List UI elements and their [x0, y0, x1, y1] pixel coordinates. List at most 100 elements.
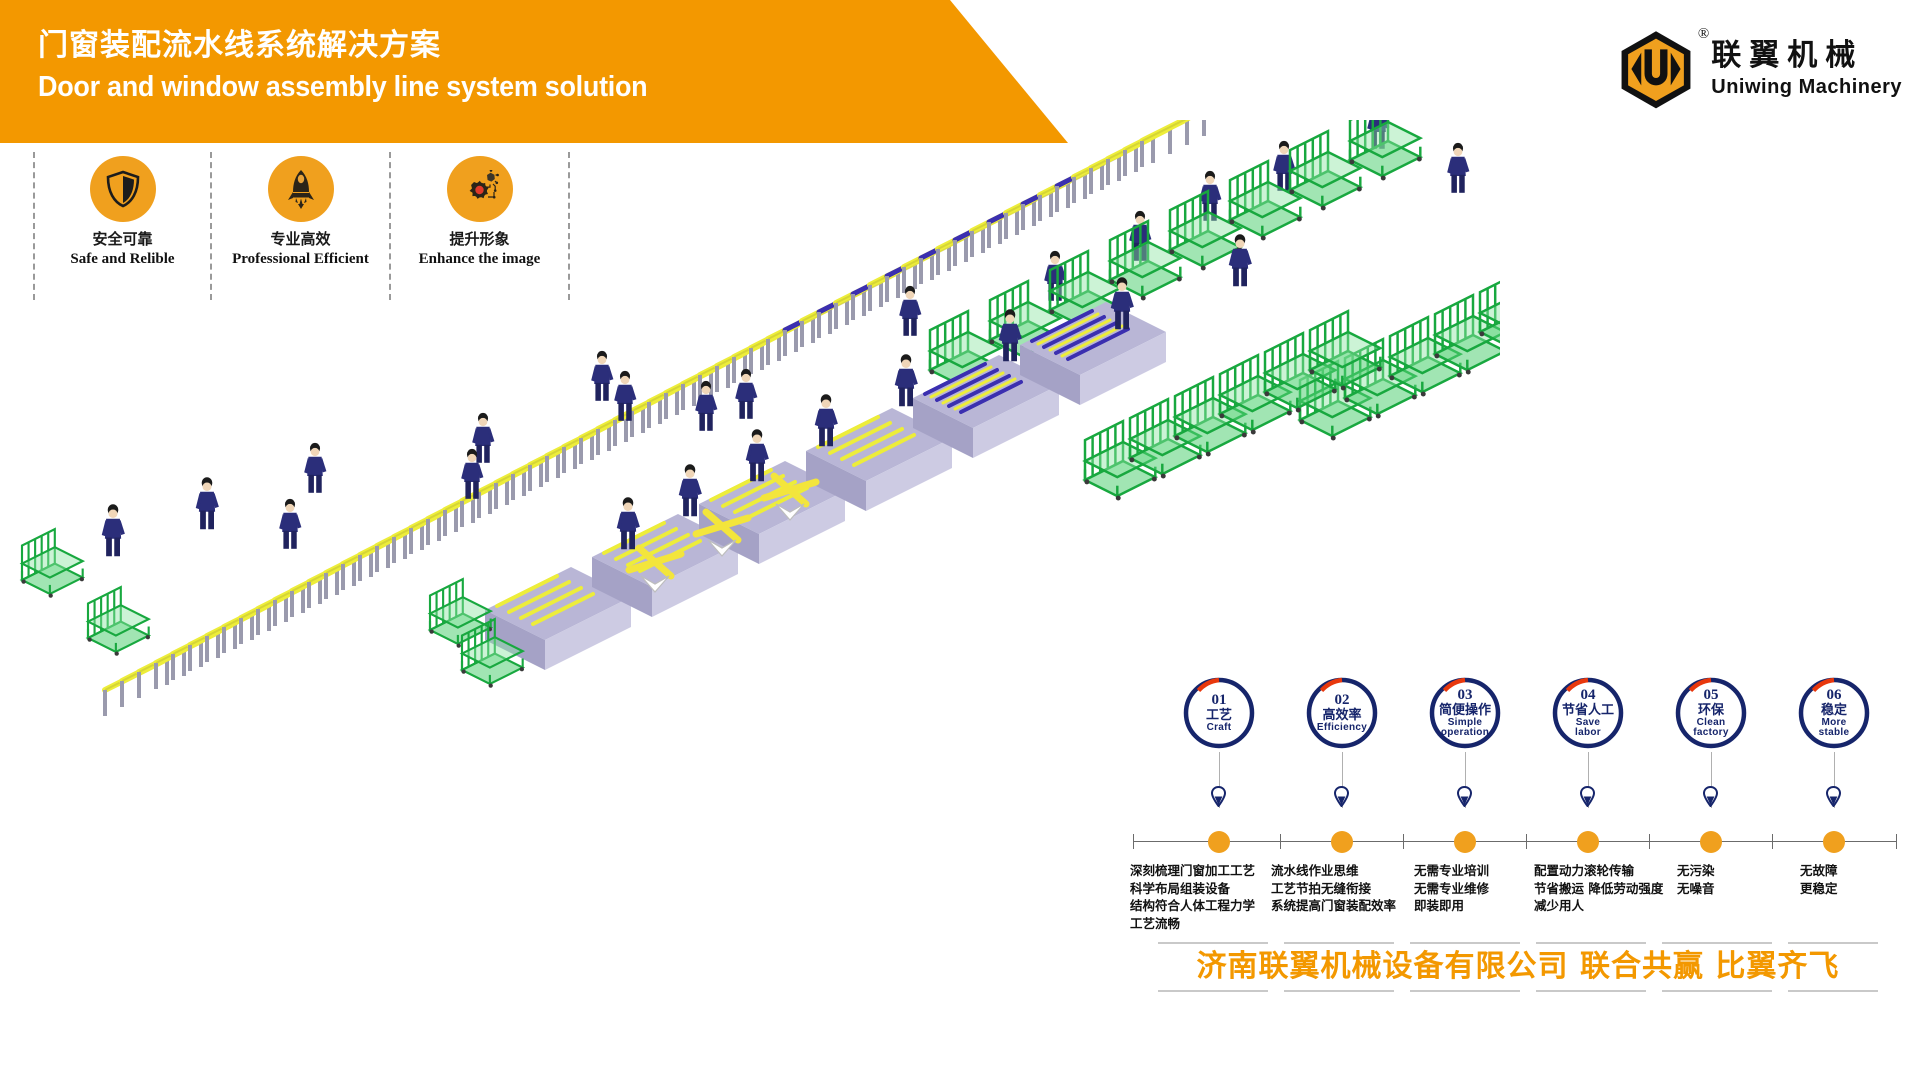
- axis-marker-dot: [1700, 831, 1722, 853]
- step-title-cn: 高效率: [1322, 707, 1362, 723]
- desc-line: 系统提高门窗装配效率: [1271, 898, 1397, 913]
- step-title-en: Craft: [1206, 721, 1232, 733]
- axis-tick: [1280, 834, 1281, 849]
- location-pin-icon: [1211, 786, 1226, 807]
- step-title-en: Clean: [1696, 716, 1726, 728]
- footer-divider-bottom: [1158, 990, 1878, 992]
- desc-line: 无需专业培训: [1414, 863, 1490, 878]
- timeline-axis: [1133, 841, 1897, 842]
- step-ring-icon: [1306, 677, 1378, 749]
- green-transport-carts-middle: [1083, 271, 1554, 502]
- step-description-04: 配置动力滚轮传输 节省搬运 降低劳动强度 减少用人: [1534, 862, 1663, 915]
- assembly-line-illustration: [0, 98, 1554, 840]
- location-pin-icon: [1457, 786, 1472, 807]
- header-title-group: 门窗装配流水线系统解决方案 Door and window assembly l…: [38, 26, 693, 108]
- desc-line: 深刻梳理门窗加工工艺: [1130, 863, 1256, 878]
- desc-line: 更稳定: [1800, 880, 1838, 896]
- desc-line: 无需专业维修: [1414, 880, 1490, 896]
- feature-item-efficient: 专业高效 Professional Efficient: [212, 152, 391, 300]
- axis-tick: [1403, 834, 1404, 849]
- logo-wordmark: 联翼机械 Uniwing Machinery: [1711, 39, 1902, 99]
- registered-trademark-icon: ®: [1697, 26, 1710, 42]
- step-title-en-2: stable: [1818, 727, 1850, 738]
- axis-marker-dot: [1331, 831, 1353, 853]
- step-number: 02: [1334, 691, 1350, 708]
- page-title-cn: 门窗装配流水线系统解决方案: [38, 28, 441, 63]
- step-ring-icon: [1552, 677, 1624, 749]
- step-number: 03: [1457, 686, 1473, 703]
- axis-tick: [1649, 834, 1650, 849]
- desc-line: 即装即用: [1414, 898, 1465, 913]
- feature-label-en: Safe and Relible: [70, 251, 175, 267]
- axis-marker-dot: [1823, 831, 1845, 853]
- location-pin-icon: [1334, 786, 1349, 807]
- feature-label-cn: 专业高效: [270, 230, 331, 248]
- desc-line: 配置动力滚轮传输: [1534, 863, 1635, 878]
- step-description-01: 深刻梳理门窗加工工艺 科学布局组装设备 结构符合人体工程力学 工艺流畅: [1130, 862, 1255, 932]
- timeline-step-05[interactable]: 05 环保 Clean factory: [1674, 676, 1748, 750]
- desc-line: 无噪音: [1677, 880, 1715, 896]
- step-ring-icon: [1429, 677, 1501, 749]
- step-number: 01: [1211, 691, 1227, 708]
- timeline-step-02[interactable]: 02 高效率 Efficiency: [1305, 676, 1379, 750]
- desc-line: 无故障: [1800, 863, 1838, 878]
- axis-marker-dot: [1454, 831, 1476, 853]
- feature-label-en: Professional Efficient: [232, 251, 369, 267]
- company-slogan: 济南联翼机械设备有限公司 联合共赢 比翼齐飞: [1196, 949, 1840, 984]
- step-stem: [1834, 752, 1835, 808]
- green-transport-carts-left: [20, 528, 526, 689]
- feature-item-image: 提升形象 Enhance the image: [391, 152, 570, 300]
- feature-item-safe: 安全可靠 Safe and Relible: [33, 152, 212, 300]
- step-stem: [1219, 752, 1220, 808]
- step-title-cn: 环保: [1697, 702, 1724, 718]
- axis-tick: [1133, 834, 1134, 849]
- desc-line: 节省搬运 降低劳动强度: [1534, 880, 1664, 896]
- step-stem: [1588, 752, 1589, 808]
- location-pin-icon: [1580, 786, 1595, 807]
- step-stem: [1342, 752, 1343, 808]
- step-title-cn: 节省人工: [1561, 702, 1614, 718]
- step-description-06: 无故障 更稳定: [1800, 862, 1838, 897]
- step-number: 05: [1703, 686, 1719, 703]
- desc-line: 无污染: [1677, 863, 1715, 878]
- desc-line: 减少用人: [1534, 898, 1585, 913]
- axis-tick: [1772, 834, 1773, 849]
- feature-label-en: Enhance the image: [418, 251, 541, 267]
- page-title-en: Door and window assembly line system sol…: [38, 71, 648, 103]
- step-ring-icon: [1675, 677, 1747, 749]
- gear-network-icon: [446, 156, 513, 222]
- step-title-en-2: operation: [1440, 727, 1490, 738]
- timeline-step-01[interactable]: 01 工艺 Craft: [1182, 676, 1256, 750]
- step-title-cn: 工艺: [1205, 707, 1232, 723]
- hexagon-u-logo-icon: ®: [1615, 26, 1709, 110]
- feature-label-cn: 提升形象: [449, 230, 510, 248]
- step-title-en: Save: [1575, 716, 1601, 728]
- location-pin-icon: [1703, 786, 1718, 807]
- rocket-icon: [267, 156, 334, 222]
- timeline-step-06[interactable]: 06 稳定 More stable: [1797, 676, 1871, 750]
- location-pin-icon: [1826, 786, 1841, 807]
- desc-line: 流水线作业思维: [1271, 863, 1359, 878]
- feature-highlights: 安全可靠 Safe and Relible 专业高效 Professional …: [33, 152, 570, 300]
- logo-name-en: Uniwing Machinery: [1711, 76, 1902, 98]
- step-stem: [1711, 752, 1712, 808]
- logo-name-cn: 联翼机械: [1711, 38, 1864, 73]
- step-number: 06: [1826, 686, 1842, 703]
- step-title-en: More: [1821, 716, 1847, 728]
- step-title-en: Efficiency: [1316, 721, 1368, 733]
- desc-line: 工艺节拍无缝衔接: [1271, 880, 1372, 896]
- header-banner: [0, 0, 1068, 143]
- footer-divider-top: [1158, 942, 1878, 944]
- shield-icon: [89, 156, 156, 222]
- step-title-en-2: labor: [1575, 727, 1601, 738]
- timeline-step-04[interactable]: 04 节省人工 Save labor: [1551, 676, 1625, 750]
- feature-label-cn: 安全可靠: [92, 230, 153, 248]
- footer-slogan-bar: 济南联翼机械设备有限公司 联合共赢 比翼齐飞: [1128, 938, 1908, 998]
- step-title-cn: 简便操作: [1438, 702, 1491, 718]
- step-description-03: 无需专业培训 无需专业维修 即装即用: [1414, 862, 1489, 915]
- benefits-timeline: 01 工艺 Craft 02 高效率 Efficiency 03 简便操作 Si…: [1120, 676, 1910, 946]
- timeline-step-03[interactable]: 03 简便操作 Simple operation: [1428, 676, 1502, 750]
- step-title-en: Simple: [1447, 716, 1483, 728]
- step-stem: [1465, 752, 1466, 808]
- axis-tick: [1896, 834, 1897, 849]
